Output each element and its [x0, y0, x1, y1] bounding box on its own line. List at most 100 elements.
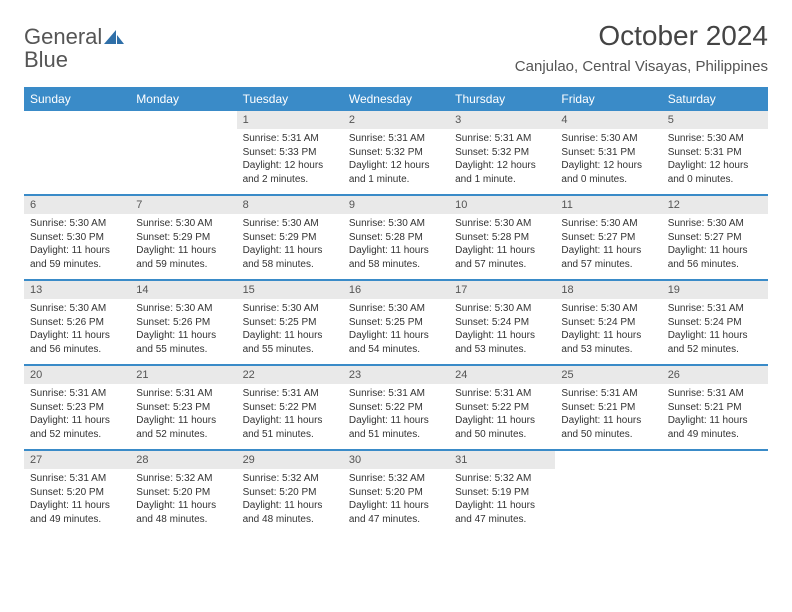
sunset-text: Sunset: 5:32 PM	[455, 146, 549, 160]
week-row: 6Sunrise: 5:30 AMSunset: 5:30 PMDaylight…	[24, 195, 768, 280]
day-cell: 17Sunrise: 5:30 AMSunset: 5:24 PMDayligh…	[449, 280, 555, 365]
day-content: Sunrise: 5:31 AMSunset: 5:32 PMDaylight:…	[449, 129, 555, 194]
sunrise-text: Sunrise: 5:32 AM	[136, 472, 230, 486]
sunset-text: Sunset: 5:32 PM	[349, 146, 443, 160]
calendar-table: SundayMondayTuesdayWednesdayThursdayFrid…	[24, 87, 768, 534]
daylight-text: Daylight: 11 hours and 51 minutes.	[243, 414, 337, 441]
day-content: Sunrise: 5:31 AMSunset: 5:21 PMDaylight:…	[555, 384, 661, 449]
day-cell: 4Sunrise: 5:30 AMSunset: 5:31 PMDaylight…	[555, 111, 661, 195]
sunrise-text: Sunrise: 5:30 AM	[30, 217, 124, 231]
day-header-cell: Saturday	[662, 87, 768, 111]
sunset-text: Sunset: 5:26 PM	[136, 316, 230, 330]
day-cell: 2Sunrise: 5:31 AMSunset: 5:32 PMDaylight…	[343, 111, 449, 195]
sunset-text: Sunset: 5:31 PM	[561, 146, 655, 160]
day-content: Sunrise: 5:30 AMSunset: 5:29 PMDaylight:…	[130, 214, 236, 279]
day-cell: 8Sunrise: 5:30 AMSunset: 5:29 PMDaylight…	[237, 195, 343, 280]
daylight-text: Daylight: 11 hours and 59 minutes.	[136, 244, 230, 271]
day-number: 29	[237, 451, 343, 469]
sunset-text: Sunset: 5:29 PM	[243, 231, 337, 245]
daylight-text: Daylight: 12 hours and 2 minutes.	[243, 159, 337, 186]
sunrise-text: Sunrise: 5:30 AM	[668, 132, 762, 146]
daylight-text: Daylight: 11 hours and 48 minutes.	[136, 499, 230, 526]
sunset-text: Sunset: 5:27 PM	[561, 231, 655, 245]
day-header-cell: Monday	[130, 87, 236, 111]
sunrise-text: Sunrise: 5:30 AM	[136, 217, 230, 231]
sunset-text: Sunset: 5:20 PM	[30, 486, 124, 500]
sunset-text: Sunset: 5:19 PM	[455, 486, 549, 500]
daylight-text: Daylight: 11 hours and 54 minutes.	[349, 329, 443, 356]
daylight-text: Daylight: 11 hours and 49 minutes.	[30, 499, 124, 526]
day-cell: 21Sunrise: 5:31 AMSunset: 5:23 PMDayligh…	[130, 365, 236, 450]
day-cell: 24Sunrise: 5:31 AMSunset: 5:22 PMDayligh…	[449, 365, 555, 450]
sunrise-text: Sunrise: 5:30 AM	[561, 217, 655, 231]
day-content: Sunrise: 5:32 AMSunset: 5:20 PMDaylight:…	[130, 469, 236, 534]
day-cell: 14Sunrise: 5:30 AMSunset: 5:26 PMDayligh…	[130, 280, 236, 365]
sunrise-text: Sunrise: 5:31 AM	[349, 387, 443, 401]
week-row: 13Sunrise: 5:30 AMSunset: 5:26 PMDayligh…	[24, 280, 768, 365]
day-content: Sunrise: 5:31 AMSunset: 5:20 PMDaylight:…	[24, 469, 130, 534]
sunset-text: Sunset: 5:29 PM	[136, 231, 230, 245]
logo-text: General Blue	[24, 26, 124, 72]
day-number: 1	[237, 111, 343, 129]
day-number-empty	[24, 111, 130, 129]
day-content: Sunrise: 5:31 AMSunset: 5:22 PMDaylight:…	[237, 384, 343, 449]
day-number: 2	[343, 111, 449, 129]
day-number: 19	[662, 281, 768, 299]
day-cell: 18Sunrise: 5:30 AMSunset: 5:24 PMDayligh…	[555, 280, 661, 365]
day-number: 23	[343, 366, 449, 384]
title-block: October 2024 Canjulao, Central Visayas, …	[515, 20, 768, 83]
sunrise-text: Sunrise: 5:31 AM	[561, 387, 655, 401]
sunrise-text: Sunrise: 5:30 AM	[243, 302, 337, 316]
day-cell: 28Sunrise: 5:32 AMSunset: 5:20 PMDayligh…	[130, 450, 236, 534]
day-cell: 19Sunrise: 5:31 AMSunset: 5:24 PMDayligh…	[662, 280, 768, 365]
week-row: 1Sunrise: 5:31 AMSunset: 5:33 PMDaylight…	[24, 111, 768, 195]
week-row: 27Sunrise: 5:31 AMSunset: 5:20 PMDayligh…	[24, 450, 768, 534]
day-number: 27	[24, 451, 130, 469]
day-header-cell: Friday	[555, 87, 661, 111]
calendar-body: 1Sunrise: 5:31 AMSunset: 5:33 PMDaylight…	[24, 111, 768, 534]
day-content: Sunrise: 5:30 AMSunset: 5:27 PMDaylight:…	[662, 214, 768, 279]
day-number-empty	[555, 451, 661, 469]
sunset-text: Sunset: 5:28 PM	[455, 231, 549, 245]
day-content: Sunrise: 5:31 AMSunset: 5:22 PMDaylight:…	[449, 384, 555, 449]
sunset-text: Sunset: 5:31 PM	[668, 146, 762, 160]
day-content: Sunrise: 5:31 AMSunset: 5:22 PMDaylight:…	[343, 384, 449, 449]
day-content: Sunrise: 5:30 AMSunset: 5:25 PMDaylight:…	[237, 299, 343, 364]
day-header-cell: Wednesday	[343, 87, 449, 111]
sunrise-text: Sunrise: 5:30 AM	[349, 217, 443, 231]
day-cell	[662, 450, 768, 534]
daylight-text: Daylight: 11 hours and 50 minutes.	[455, 414, 549, 441]
sunset-text: Sunset: 5:23 PM	[136, 401, 230, 415]
day-content: Sunrise: 5:30 AMSunset: 5:26 PMDaylight:…	[24, 299, 130, 364]
day-cell: 5Sunrise: 5:30 AMSunset: 5:31 PMDaylight…	[662, 111, 768, 195]
day-number: 22	[237, 366, 343, 384]
day-number: 17	[449, 281, 555, 299]
sunset-text: Sunset: 5:30 PM	[30, 231, 124, 245]
daylight-text: Daylight: 12 hours and 1 minute.	[455, 159, 549, 186]
day-content-empty	[24, 129, 130, 191]
day-cell: 1Sunrise: 5:31 AMSunset: 5:33 PMDaylight…	[237, 111, 343, 195]
day-cell: 13Sunrise: 5:30 AMSunset: 5:26 PMDayligh…	[24, 280, 130, 365]
sunrise-text: Sunrise: 5:30 AM	[455, 302, 549, 316]
sunrise-text: Sunrise: 5:30 AM	[136, 302, 230, 316]
daylight-text: Daylight: 11 hours and 58 minutes.	[349, 244, 443, 271]
daylight-text: Daylight: 11 hours and 59 minutes.	[30, 244, 124, 271]
daylight-text: Daylight: 11 hours and 48 minutes.	[243, 499, 337, 526]
sunrise-text: Sunrise: 5:30 AM	[561, 132, 655, 146]
sunrise-text: Sunrise: 5:31 AM	[455, 387, 549, 401]
sunset-text: Sunset: 5:22 PM	[243, 401, 337, 415]
sunrise-text: Sunrise: 5:30 AM	[455, 217, 549, 231]
daylight-text: Daylight: 11 hours and 58 minutes.	[243, 244, 337, 271]
sunset-text: Sunset: 5:20 PM	[243, 486, 337, 500]
sunset-text: Sunset: 5:24 PM	[561, 316, 655, 330]
day-number: 9	[343, 196, 449, 214]
sunrise-text: Sunrise: 5:31 AM	[30, 387, 124, 401]
daylight-text: Daylight: 11 hours and 56 minutes.	[668, 244, 762, 271]
daylight-text: Daylight: 11 hours and 51 minutes.	[349, 414, 443, 441]
sunset-text: Sunset: 5:25 PM	[243, 316, 337, 330]
day-content: Sunrise: 5:30 AMSunset: 5:31 PMDaylight:…	[662, 129, 768, 194]
day-number: 28	[130, 451, 236, 469]
day-cell: 30Sunrise: 5:32 AMSunset: 5:20 PMDayligh…	[343, 450, 449, 534]
day-content: Sunrise: 5:30 AMSunset: 5:26 PMDaylight:…	[130, 299, 236, 364]
sunset-text: Sunset: 5:26 PM	[30, 316, 124, 330]
